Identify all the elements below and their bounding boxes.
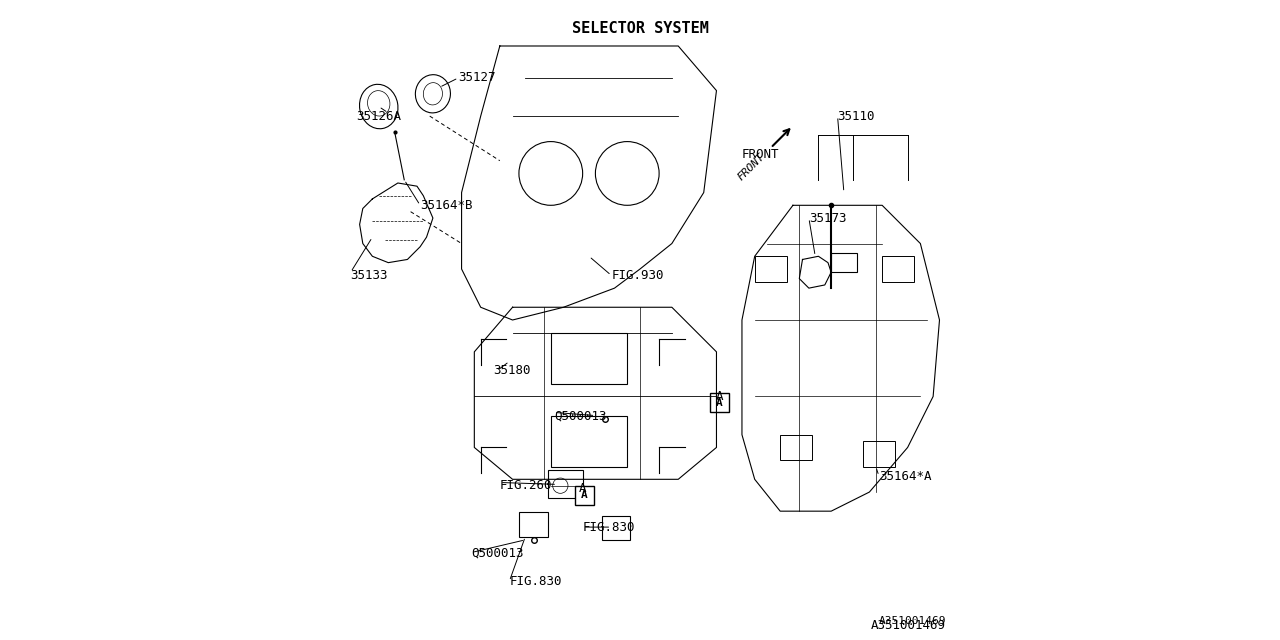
Text: FRONT: FRONT [736, 152, 767, 182]
Text: A: A [716, 390, 723, 403]
Bar [863, 441, 895, 467]
Text: 35127: 35127 [458, 71, 495, 84]
Text: A351001469: A351001469 [870, 620, 946, 632]
Bar [882, 256, 914, 282]
Text: 35164*A: 35164*A [879, 470, 932, 483]
Text: FIG.260: FIG.260 [499, 479, 552, 492]
Text: 35164*B: 35164*B [420, 199, 472, 212]
Text: 35126A: 35126A [356, 109, 402, 123]
Text: Q500013: Q500013 [471, 546, 524, 559]
Ellipse shape [416, 75, 451, 113]
Text: 35173: 35173 [809, 212, 846, 225]
Text: A: A [579, 483, 586, 495]
Text: FRONT: FRONT [742, 148, 780, 161]
Text: A: A [717, 398, 723, 408]
Bar [710, 394, 730, 412]
Ellipse shape [424, 83, 443, 105]
Bar [755, 256, 787, 282]
Bar [781, 435, 812, 460]
Text: FIG.830: FIG.830 [582, 520, 635, 534]
Bar [550, 333, 627, 384]
Bar [518, 513, 548, 537]
Bar [602, 516, 631, 540]
Text: 35110: 35110 [837, 109, 876, 123]
Text: 35180: 35180 [493, 364, 531, 378]
Text: SELECTOR SYSTEM: SELECTOR SYSTEM [572, 20, 708, 35]
Text: FIG.830: FIG.830 [509, 575, 562, 588]
Bar [831, 253, 856, 272]
Text: Q500013: Q500013 [554, 409, 607, 422]
Text: 35133: 35133 [349, 269, 388, 282]
Ellipse shape [360, 84, 398, 129]
Bar [548, 470, 582, 499]
Text: A: A [581, 490, 588, 500]
Ellipse shape [367, 91, 390, 116]
Bar [550, 415, 627, 467]
Text: FIG.930: FIG.930 [612, 269, 664, 282]
Text: A351001469: A351001469 [878, 616, 946, 626]
Bar [575, 486, 594, 505]
